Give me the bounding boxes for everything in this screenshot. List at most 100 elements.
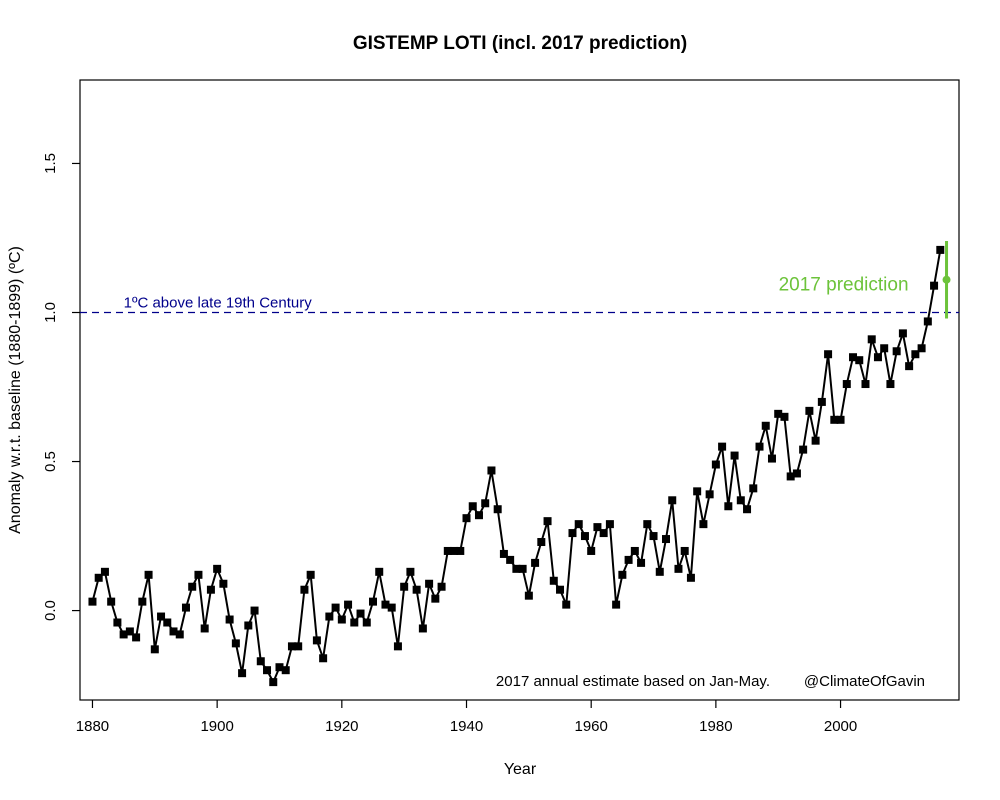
data-point <box>930 281 939 290</box>
data-point <box>524 591 533 600</box>
data-point <box>830 415 839 424</box>
footnote-text: 2017 annual estimate based on Jan-May. <box>496 673 770 690</box>
data-point <box>325 612 334 621</box>
data-point <box>213 564 222 573</box>
data-point <box>312 636 321 645</box>
data-point <box>755 442 764 451</box>
data-point <box>836 415 845 424</box>
data-point <box>468 502 477 511</box>
data-point <box>157 612 166 621</box>
data-point <box>699 520 708 529</box>
data-point <box>805 406 814 415</box>
data-point <box>587 546 596 555</box>
data-point <box>425 579 434 588</box>
data-point <box>375 567 384 576</box>
data-point <box>231 639 240 648</box>
data-point <box>437 582 446 591</box>
data-point <box>842 380 851 389</box>
data-point <box>306 570 315 579</box>
data-point <box>412 585 421 594</box>
data-point <box>219 579 228 588</box>
data-point <box>250 606 259 615</box>
data-point <box>568 529 577 538</box>
data-point <box>281 666 290 675</box>
data-point <box>923 317 932 326</box>
data-point <box>418 624 427 633</box>
data-point <box>767 454 776 463</box>
prediction-point <box>942 275 951 284</box>
data-point <box>911 350 920 359</box>
x-tick-label: 1920 <box>325 718 358 735</box>
data-point <box>406 567 415 576</box>
data-point <box>138 597 147 606</box>
data-point <box>880 344 889 353</box>
data-point <box>88 597 97 606</box>
data-point <box>736 496 745 505</box>
data-point <box>674 564 683 573</box>
data-point <box>175 630 184 639</box>
data-point <box>350 618 359 627</box>
data-point <box>150 645 159 654</box>
data-point <box>680 546 689 555</box>
series-line <box>91 249 942 685</box>
data-point <box>443 546 452 555</box>
y-tick-label: 1.5 <box>42 153 59 174</box>
y-tick-label: 0.5 <box>42 451 59 472</box>
data-point <box>194 570 203 579</box>
data-point <box>886 380 895 389</box>
data-point <box>506 555 515 564</box>
data-point <box>580 532 589 541</box>
x-tick-label: 2000 <box>824 718 857 735</box>
data-point <box>693 487 702 496</box>
data-point <box>337 615 346 624</box>
data-point <box>387 603 396 612</box>
x-axis-label: Year <box>504 761 537 778</box>
reference-line-label: 1ºC above late 19th Century <box>124 295 313 312</box>
data-point <box>275 663 284 672</box>
data-point <box>450 546 459 555</box>
data-point <box>867 335 876 344</box>
data-point <box>300 585 309 594</box>
y-tick-label: 0.0 <box>42 600 59 621</box>
data-point <box>125 627 134 636</box>
data-point <box>344 600 353 609</box>
data-point <box>562 600 571 609</box>
x-tick-label: 1940 <box>450 718 483 735</box>
data-point <box>743 505 752 514</box>
data-point <box>132 633 141 642</box>
data-point <box>331 603 340 612</box>
data-point <box>605 520 614 529</box>
data-point <box>238 669 247 678</box>
data-point <box>206 585 215 594</box>
data-point <box>649 532 658 541</box>
credit-text: @ClimateOfGavin <box>804 673 925 690</box>
data-point <box>294 642 303 651</box>
data-point <box>936 245 945 254</box>
data-point <box>824 350 833 359</box>
y-axis-label: Anomaly w.r.t. baseline (1880-1899) (ºC) <box>7 246 24 534</box>
data-point <box>849 353 858 362</box>
data-point <box>512 564 521 573</box>
data-point <box>662 535 670 544</box>
data-point <box>593 523 602 532</box>
data-point <box>705 490 714 499</box>
data-point <box>163 618 172 627</box>
data-point <box>618 570 627 579</box>
data-point <box>718 442 727 451</box>
data-point <box>668 496 677 505</box>
x-tick-label: 1900 <box>200 718 233 735</box>
data-point <box>531 558 540 567</box>
y-tick-label: 1.0 <box>42 302 59 323</box>
data-point <box>393 642 402 651</box>
data-point <box>780 412 789 421</box>
data-point <box>917 344 926 353</box>
data-point <box>518 564 527 573</box>
data-point <box>456 546 465 555</box>
data-point <box>493 505 502 514</box>
data-point <box>256 657 265 666</box>
data-point <box>100 567 109 576</box>
data-point <box>537 538 546 547</box>
axis-ticks: 1880 1900 1920 1940 1960 1980 2000 0.0 0.5 1.0 1.5 <box>42 153 857 735</box>
data-point <box>873 353 882 362</box>
